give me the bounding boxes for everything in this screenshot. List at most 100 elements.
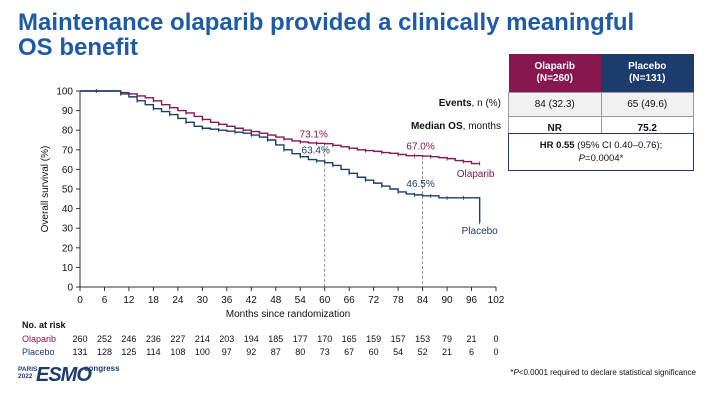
x-tick-label: 102: [488, 295, 505, 306]
risk-count-olaparib: 194: [243, 334, 259, 344]
risk-count-olaparib: 157: [390, 334, 406, 344]
annotation-label: 67.0%: [406, 142, 434, 153]
x-tick-label: 66: [344, 295, 356, 306]
risk-count-placebo: 108: [170, 347, 186, 357]
events-label-rest: , n (%): [471, 98, 501, 109]
risk-count-olaparib: 165: [341, 334, 357, 344]
x-tick-label: 90: [441, 295, 453, 306]
y-axis-title: Overall survival (%): [40, 146, 51, 233]
olaparib-header: Olaparib: [534, 60, 576, 72]
hr-line2: P=0.0004*: [509, 152, 693, 165]
logo-year: 2022: [18, 373, 33, 380]
risk-count-placebo: 21: [442, 347, 453, 357]
logo-suffix: congress: [84, 364, 120, 373]
x-axis-title: Months since randomization: [226, 309, 351, 320]
olaparib-n: (N=260): [536, 72, 573, 84]
risk-count-placebo: 97: [221, 347, 232, 357]
hr-p-italic: P: [578, 153, 586, 164]
annotation-label: 46.5%: [406, 179, 434, 190]
x-tick-label: 60: [319, 295, 331, 306]
placebo-header: Placebo: [628, 60, 667, 72]
olaparib-header-cell: Olaparib (N=260): [508, 54, 601, 92]
footnote-text: <0.0001 required to declare statistical …: [518, 368, 696, 377]
events-label: Events, n (%): [439, 98, 501, 109]
risk-label-olaparib: Olaparib: [22, 334, 57, 344]
x-tick-label: 42: [246, 295, 258, 306]
risk-count-olaparib: 21: [466, 334, 477, 344]
risk-count-placebo: 128: [96, 347, 112, 357]
risk-count-placebo: 52: [417, 347, 428, 357]
events-label-bold: Events: [438, 98, 472, 109]
y-tick-label: 10: [62, 263, 74, 274]
y-tick-label: 30: [62, 224, 74, 235]
hr-bold: HR 0.55: [539, 140, 575, 151]
risk-count-olaparib: 177: [292, 334, 308, 344]
x-tick-label: 84: [417, 295, 429, 306]
y-tick-label: 80: [62, 126, 74, 137]
placebo-header-cell: Placebo (N=131): [601, 54, 694, 92]
risk-count-placebo: 92: [246, 347, 257, 357]
y-tick-label: 90: [62, 106, 74, 117]
slide-title: Maintenance olaparib provided a clinical…: [18, 10, 638, 60]
risk-count-olaparib: 170: [317, 334, 333, 344]
x-tick-label: 78: [393, 295, 405, 306]
y-tick-label: 70: [62, 145, 74, 156]
x-tick-label: 54: [295, 295, 307, 306]
risk-count-placebo: 131: [72, 347, 88, 357]
risk-count-olaparib: 227: [170, 334, 186, 344]
risk-count-olaparib: 252: [96, 334, 112, 344]
x-tick-label: 6: [102, 295, 108, 306]
median-label-bold: Median OS: [410, 121, 463, 132]
logo-place: PARIS 2022: [18, 366, 37, 380]
y-tick-label: 20: [62, 243, 74, 254]
median-label-rest: , months: [462, 121, 501, 132]
x-tick-label: 36: [221, 295, 233, 306]
risk-count-placebo: 87: [270, 347, 281, 357]
km-curve-placebo: [80, 90, 481, 223]
x-tick-label: 96: [466, 295, 478, 306]
x-tick-label: 24: [172, 295, 184, 306]
risk-count-olaparib: 260: [72, 334, 88, 344]
x-tick-label: 48: [270, 295, 282, 306]
risk-count-olaparib: 214: [194, 334, 210, 344]
annotation-label: 63.4%: [302, 146, 330, 157]
x-tick-label: 30: [197, 295, 209, 306]
risk-count-olaparib: 159: [366, 334, 382, 344]
events-olaparib: 84 (32.3): [508, 91, 602, 117]
events-placebo: 65 (49.6): [600, 91, 694, 117]
hr-p-rest: =0.0004*: [585, 153, 624, 164]
risk-count-olaparib: 0: [493, 334, 499, 344]
logo-city: PARIS: [18, 366, 38, 373]
slide-title-line1: Maintenance olaparib provided a clinical…: [18, 9, 635, 36]
x-tick-label: 0: [77, 295, 83, 306]
summary-table: Olaparib (N=260) Placebo (N=131) 84 (32.…: [508, 54, 694, 141]
risk-count-placebo: 80: [295, 347, 306, 357]
hr-rest: (95% CI 0.40–0.76);: [574, 140, 663, 151]
footnote-prefix: *: [510, 368, 514, 377]
x-tick-label: 18: [148, 295, 160, 306]
median-label: Median OS, months: [411, 121, 501, 132]
hr-line1: HR 0.55 (95% CI 0.40–0.76);: [509, 139, 693, 152]
logo-brand: ESMO: [36, 364, 92, 386]
hazard-ratio-box: HR 0.55 (95% CI 0.40–0.76); P=0.0004*: [508, 133, 694, 171]
placebo-n: (N=131): [629, 72, 666, 84]
y-tick-label: 60: [62, 165, 74, 176]
y-tick-label: 100: [56, 87, 73, 98]
annotation-label: 73.1%: [300, 130, 328, 141]
series-label-placebo: Placebo: [462, 226, 499, 237]
risk-count-placebo: 114: [146, 347, 161, 357]
series-label-olaparib: Olaparib: [457, 169, 495, 180]
x-tick-label: 72: [368, 295, 380, 306]
risk-count-placebo: 6: [469, 347, 475, 357]
slide-title-line2: OS benefit: [18, 34, 139, 61]
risk-count-olaparib: 153: [415, 334, 431, 344]
risk-count-placebo: 0: [493, 347, 499, 357]
footnote: *P<0.0001 required to declare statistica…: [510, 368, 696, 377]
risk-count-olaparib: 203: [219, 334, 235, 344]
y-tick-label: 50: [62, 185, 74, 196]
risk-count-placebo: 73: [319, 347, 330, 357]
risk-table-title: No. at risk: [22, 320, 66, 330]
y-tick-label: 40: [62, 204, 74, 215]
risk-count-olaparib: 185: [268, 334, 284, 344]
